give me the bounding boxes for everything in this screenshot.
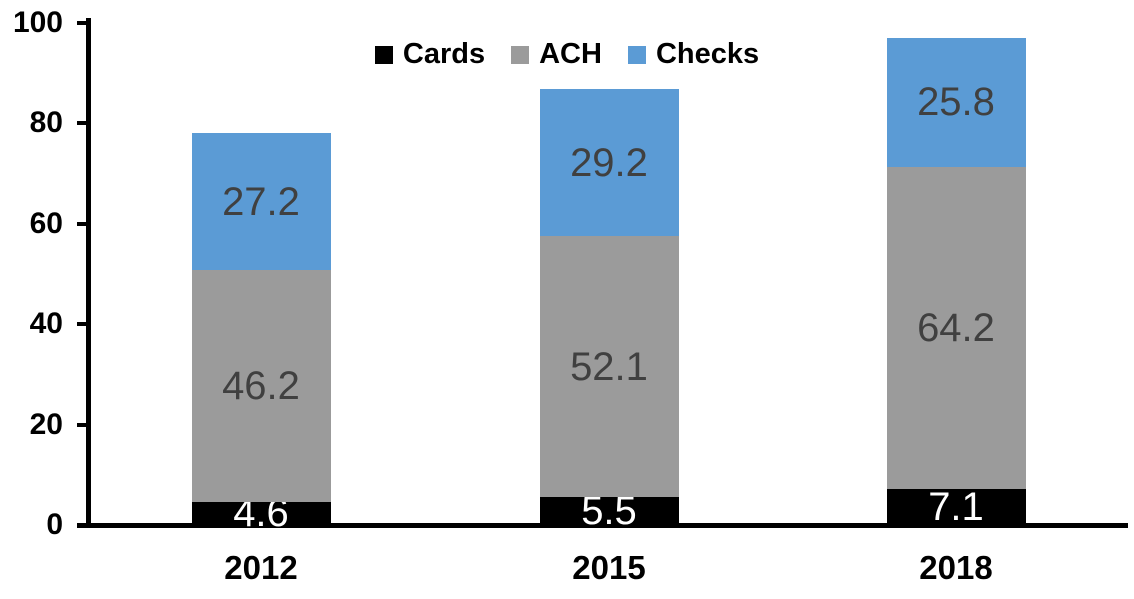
legend-item-label: ACH <box>539 38 602 70</box>
legend-swatch-icon <box>511 45 530 64</box>
bar-value-label: 46.2 <box>222 363 300 408</box>
y-axis-tick-label: 100 <box>12 6 63 39</box>
bar-segment-checks: 27.2 <box>191 133 331 270</box>
legend-swatch-icon <box>374 45 393 64</box>
y-axis-tick <box>77 221 87 226</box>
bar-value-label: 7.1 <box>928 485 984 530</box>
legend: Cards ACH Checks <box>0 40 1134 69</box>
y-axis-tick-label: 40 <box>29 307 63 341</box>
y-axis-tick <box>77 121 87 126</box>
y-axis-tick-label: 60 <box>29 206 63 240</box>
legend-item-label: Checks <box>655 38 760 70</box>
legend-item-cards: Cards <box>374 38 486 70</box>
legend-item-label: Cards <box>402 38 486 70</box>
y-axis-tick <box>77 422 87 427</box>
bar-value-label: 5.5 <box>581 489 637 534</box>
bar-segment-cards: 7.1 <box>886 485 1026 530</box>
legend-swatch-icon <box>627 45 646 64</box>
y-axis-line <box>86 18 91 527</box>
x-axis-category-label: 2012 <box>224 549 298 586</box>
bar-segment-ach: 46.2 <box>191 269 331 502</box>
x-axis-category-label: 2015 <box>572 549 646 586</box>
x-axis-line <box>77 523 1128 528</box>
y-axis-tick <box>77 523 87 527</box>
bar-segment-cards: 5.5 <box>539 491 679 531</box>
bar-segment-ach: 64.2 <box>886 167 1026 490</box>
legend-item-ach: ACH <box>511 40 602 69</box>
bar-segment-cards: 4.6 <box>191 493 331 533</box>
bar-segment-ach: 52.1 <box>539 235 679 498</box>
bar-value-label: 29.2 <box>570 140 648 185</box>
y-axis-tick-label: 80 <box>29 106 63 140</box>
bar-value-label: 64.2 <box>917 306 995 351</box>
x-axis-category-label: 2018 <box>919 549 993 586</box>
y-axis-tick <box>77 21 87 25</box>
bar-segment-checks: 25.8 <box>886 37 1026 168</box>
bar-segment-checks: 29.2 <box>539 89 679 236</box>
legend-item-checks: Checks <box>627 38 760 70</box>
y-axis-tick-label: 20 <box>29 407 63 441</box>
bar-value-label: 52.1 <box>570 344 648 389</box>
y-axis-tick <box>77 322 87 327</box>
bar-value-label: 25.8 <box>917 80 995 125</box>
y-axis-tick-label: 0 <box>46 508 63 541</box>
bar-value-label: 27.2 <box>222 179 300 224</box>
